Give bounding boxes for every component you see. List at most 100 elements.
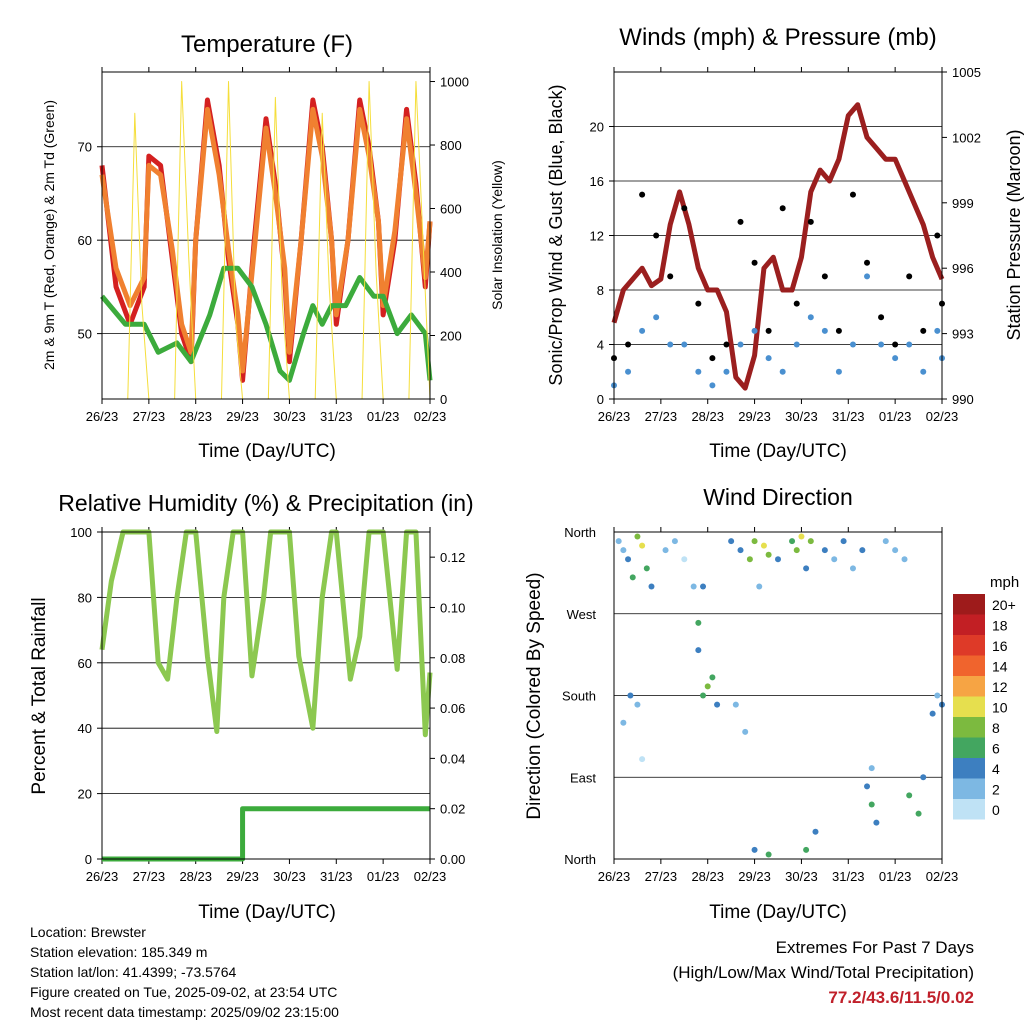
series-1-point <box>892 355 899 362</box>
extremes-values: 77.2/43.6/11.5/0.02 <box>828 988 974 1007</box>
winds-xlabel: Time (Day/UTC) <box>709 441 847 462</box>
series-2-point <box>849 191 856 198</box>
series-2-point <box>920 327 927 334</box>
series-2-point <box>807 218 814 225</box>
series-1-point <box>765 355 772 362</box>
series-1-point <box>878 341 885 348</box>
direction-point <box>629 574 636 581</box>
direction-point <box>775 556 781 563</box>
y2-tick-label: 0.02 <box>440 802 465 817</box>
direction-point <box>901 556 908 563</box>
direction-point <box>746 556 753 563</box>
y-tick-label: South <box>562 689 596 704</box>
y-tick-label: West <box>567 607 597 622</box>
x-tick-label: 31/23 <box>832 409 865 424</box>
series-2-point <box>695 300 702 307</box>
colorbar-label: 8 <box>992 720 1000 736</box>
x-tick-label: 02/23 <box>414 869 447 884</box>
winds-panel: Winds (mph) & Pressure (mb) 26/23 27/23 28… <box>546 24 1024 462</box>
direction-point <box>714 701 721 708</box>
direction-point <box>868 801 875 808</box>
y-tick-label: 20 <box>590 120 604 135</box>
colorbar-label: 12 <box>992 679 1008 695</box>
series-2-point <box>737 218 744 225</box>
y2-tick-label: 600 <box>440 202 462 217</box>
series-1-point <box>723 368 730 375</box>
x-tick-label: 01/23 <box>367 869 400 884</box>
x-tick-label: 31/23 <box>320 409 353 424</box>
colorbar-swatch <box>953 594 985 615</box>
direction-point <box>793 547 800 554</box>
y2-tick-label: 200 <box>440 329 462 344</box>
y-tick-label: 60 <box>78 233 92 248</box>
series-1-point <box>835 368 842 375</box>
series-1-point <box>653 314 660 321</box>
y-tick-label: 80 <box>78 590 92 605</box>
x-tick-label: 26/23 <box>86 409 119 424</box>
y2-tick-label: 996 <box>952 261 974 276</box>
colorbar-label: 4 <box>992 761 1000 777</box>
colorbar-label: 2 <box>992 782 1000 798</box>
x-tick-label: 01/23 <box>367 409 400 424</box>
direction-point <box>803 846 810 853</box>
series-2-point <box>934 232 941 239</box>
series-1-point <box>920 368 927 375</box>
x-tick-label: 27/23 <box>133 409 166 424</box>
series-1-point <box>737 341 744 348</box>
colorbar-swatch <box>953 635 985 656</box>
series-0-line <box>99 529 433 738</box>
x-tick-label: 30/23 <box>273 869 306 884</box>
series-1-point <box>807 314 814 321</box>
series-2-point <box>625 341 632 348</box>
direction-point <box>864 783 871 790</box>
series-2-point <box>793 300 800 307</box>
series-2-point <box>821 273 828 280</box>
direction-point <box>751 538 758 545</box>
direction-point <box>765 551 772 558</box>
winds-y2label: Station Pressure (Maroon) <box>1004 129 1024 340</box>
direction-point <box>732 701 739 708</box>
direction-point <box>798 533 805 540</box>
extremes-title: Extremes For Past 7 Days <box>775 938 974 957</box>
direction-point <box>704 683 711 690</box>
wind-direction-frame <box>613 531 943 860</box>
station-info: Location: Brewster Station elevation: 18… <box>30 922 339 1022</box>
direction-point <box>709 674 716 681</box>
direction-point <box>868 765 875 772</box>
x-tick-label: 27/23 <box>645 409 678 424</box>
series-2-point <box>681 205 688 212</box>
winds-plot-area: 26/23 27/23 28/23 29/23 30/23 31/23 01/23 02/23… <box>590 65 981 424</box>
x-tick-label: 27/23 <box>133 869 166 884</box>
figure-created: Figure created on Tue, 2025-09-02, at 23… <box>30 984 338 1000</box>
series-1-line <box>99 106 433 374</box>
x-tick-label: 28/23 <box>691 869 724 884</box>
y2-tick-label: 999 <box>952 196 974 211</box>
x-tick-label: 30/23 <box>785 869 818 884</box>
series-2-point <box>765 327 772 334</box>
y-tick-label: 8 <box>597 283 604 298</box>
direction-point <box>934 692 941 699</box>
y2-tick-label: 1005 <box>952 65 981 80</box>
direction-point <box>849 565 856 572</box>
series-2-point <box>779 205 786 212</box>
x-tick-label: 26/23 <box>86 869 119 884</box>
direction-point <box>915 810 922 817</box>
direction-point <box>695 647 702 654</box>
series-1-point <box>934 327 941 334</box>
y-tick-label: 40 <box>78 721 92 736</box>
x-tick-label: 31/23 <box>832 869 865 884</box>
humidity-plot-area: 26/23 27/23 28/23 29/23 30/23 31/23 01/23 02/23… <box>70 525 465 884</box>
colorbar-swatch <box>953 758 985 779</box>
series-1-point <box>906 341 913 348</box>
direction-point <box>620 719 627 726</box>
series-1-point <box>681 341 688 348</box>
y-tick-label: 20 <box>78 787 92 802</box>
station-elevation: Station elevation: 185.349 m <box>30 944 208 960</box>
colorbar-label: 0 <box>992 802 1000 818</box>
direction-point <box>634 533 641 540</box>
colorbar-label: 6 <box>992 741 1000 757</box>
y-tick-label: 16 <box>590 174 604 189</box>
colorbar-swatch <box>953 737 985 758</box>
direction-point <box>695 619 702 626</box>
direction-point <box>751 846 758 853</box>
